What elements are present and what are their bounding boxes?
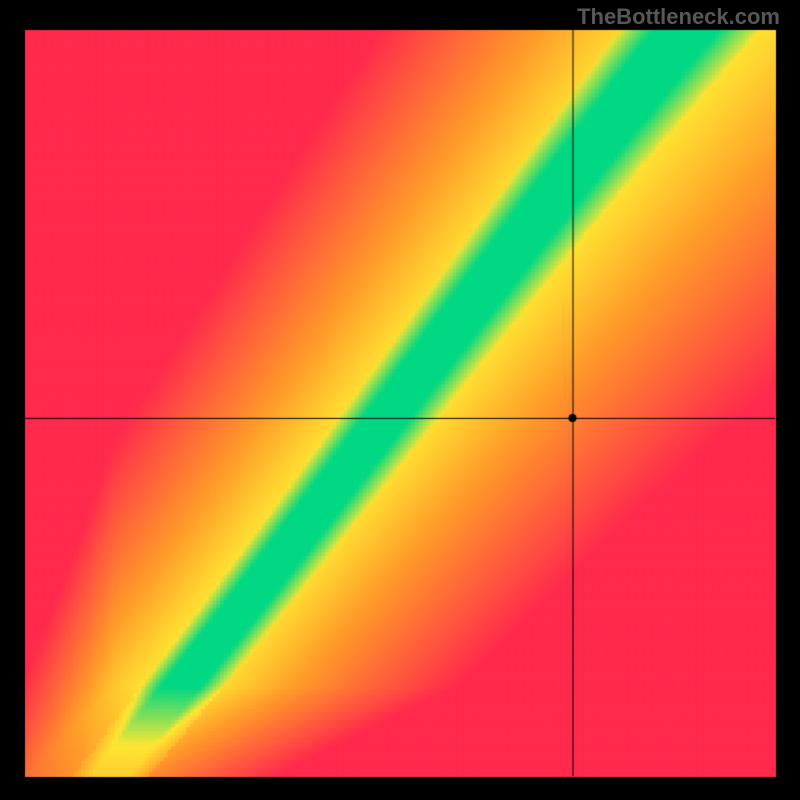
watermark-text: TheBottleneck.com	[577, 4, 780, 30]
bottleneck-heatmap	[0, 0, 800, 800]
chart-container: { "watermark": { "text": "TheBottleneck.…	[0, 0, 800, 800]
